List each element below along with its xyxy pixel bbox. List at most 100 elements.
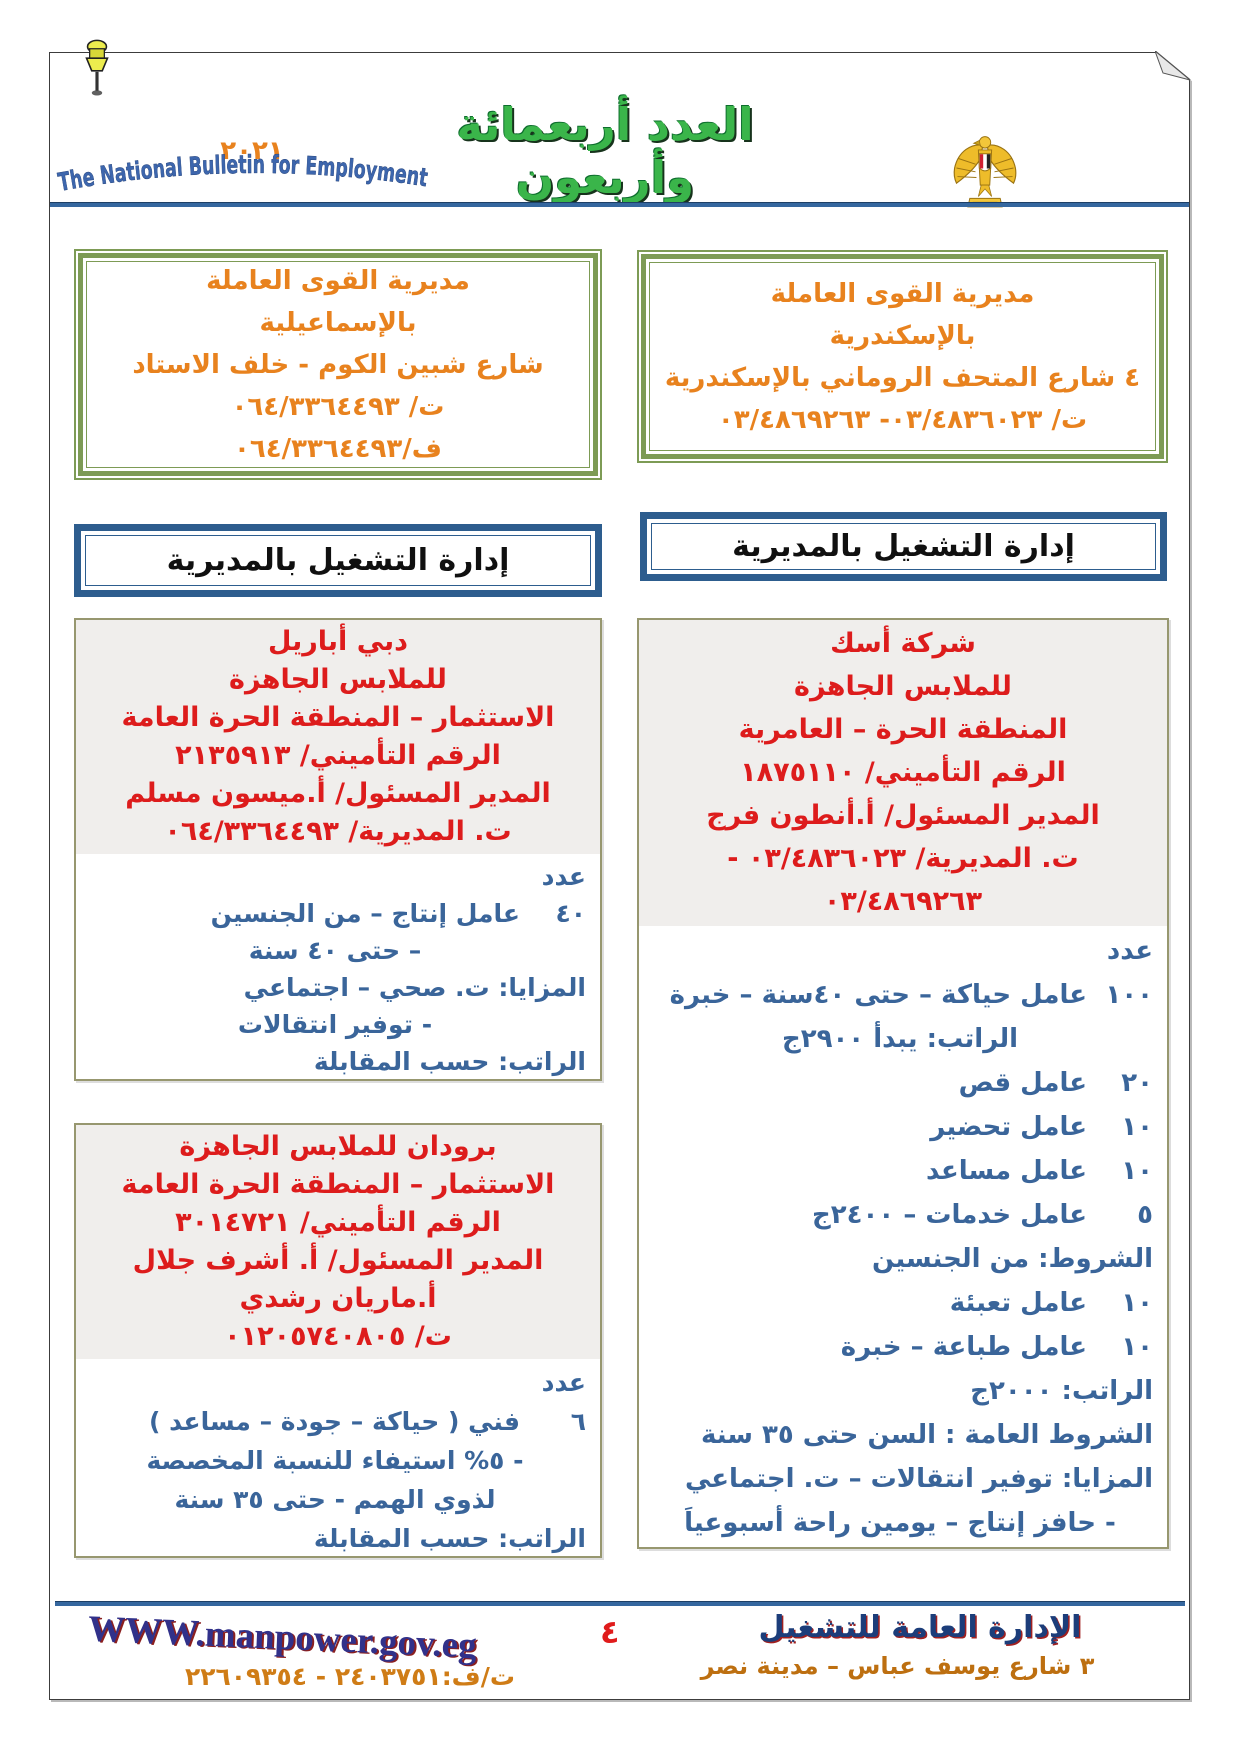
job-text: - توفير انتقالات <box>237 1010 433 1039</box>
directorate-address-line: ف/٠٦٤/٣٣٦٤٤٩٣ <box>234 433 442 464</box>
job-text: الراتب: حسب المقابلة <box>313 1047 586 1076</box>
footer-page-number: ٤ <box>600 1613 620 1651</box>
job-text: عامل خدمات – ٢٤٠٠ج <box>812 1200 1087 1230</box>
job-count: ١٠ <box>1121 1332 1153 1362</box>
company-header: دبي أباريل للملابس الجاهزة الاستثمار – الم… <box>76 620 600 854</box>
company-header-line: ت. المديرية/ ٠٦٤/٣٣٦٤٤٩٣ <box>164 816 512 847</box>
job-row: الشروط العامة : السن حتى ٣٥ سنة <box>647 1416 1153 1455</box>
page-fold-corner <box>1155 51 1193 82</box>
job-count: ١٠ <box>1121 1112 1153 1142</box>
job-row: الراتب: حسب المقابلة <box>84 1521 586 1556</box>
job-row: ١٠ عامل طباعة – خبرة <box>647 1328 1153 1367</box>
job-text: عامل طباعة – خبرة <box>840 1332 1087 1362</box>
company-box-brodan: برودان للملابس الجاهزة الاستثمار – المنطق… <box>74 1123 602 1558</box>
job-text: عامل مساعد <box>926 1156 1087 1186</box>
job-text: الشروط: من الجنسين <box>872 1244 1153 1274</box>
egypt-eagle-emblem <box>953 136 1017 208</box>
directorate-address-line: مديرية القوى العاملة <box>770 278 1035 309</box>
ministry-arc-title: وزارة القوى العاملة <box>850 48 861 56</box>
directorate-address-line: بالإسكندرية <box>829 320 976 351</box>
job-row: ١٠ عامل تحضير <box>647 1108 1153 1147</box>
job-count: ٦ <box>570 1407 586 1436</box>
job-text: - ٥% استيفاء للنسبة المخصصة <box>146 1446 524 1475</box>
logo-arabic-arc: النشرة القومية للتشغيل <box>52 55 67 64</box>
section-header-title: إدارة التشغيل بالمديرية <box>166 543 510 578</box>
job-row: ١٠٠ عامل حياكة – حتى ٤٠سنة – خبرة <box>647 976 1153 1015</box>
job-text: المزايا: ت. صحي – اجتماعي <box>243 973 586 1002</box>
company-header: شركة أسك للملابس الجاهزة المنطقة الحرة – ا… <box>639 620 1167 926</box>
job-text: – حتى ٤٠ سنة <box>248 936 422 965</box>
job-text: - حافز إنتاج – يومين راحة أسبوعياَ <box>684 1508 1116 1538</box>
job-text: عامل حياكة – حتى ٤٠سنة – خبرة <box>669 980 1087 1010</box>
job-count: ٥ <box>1137 1200 1153 1230</box>
job-row: ١٠ عامل مساعد <box>647 1152 1153 1191</box>
company-box-ask: شركة أسك للملابس الجاهزة المنطقة الحرة – ا… <box>637 618 1169 1549</box>
job-row: الشروط: من الجنسين <box>647 1240 1153 1279</box>
job-text: عامل تعبئة <box>949 1288 1087 1318</box>
directorate-address-line: ت/ ٠٦٤/٣٣٦٤٤٩٣ <box>231 391 445 422</box>
job-count: ١٠ <box>1121 1156 1153 1186</box>
job-row: لذوي الهمم - حتى ٣٥ سنة <box>84 1482 586 1517</box>
job-row: ٥ عامل خدمات – ٢٤٠٠ج <box>647 1196 1153 1235</box>
company-header-line: الرقم التأميني/ ١٨٧٥١١٠ <box>740 757 1066 788</box>
job-row: عدد <box>647 932 1153 971</box>
directorate-address-line: مديرية القوى العاملة <box>206 265 470 296</box>
company-header-line: المنطقة الحرة – العامرية <box>738 714 1068 745</box>
directorate-address-line: ت/ ٠٣/٤٨٣٦٠٢٣- ٠٣/٤٨٦٩٢٦٣ <box>717 404 1088 435</box>
job-row: ١٠ عامل تعبئة <box>647 1284 1153 1323</box>
job-row: المزايا: ت. صحي – اجتماعي <box>84 971 586 1005</box>
job-text: عدد <box>541 1368 586 1397</box>
job-row: الراتب: يبدأ ٢٩٠٠ج <box>647 1020 1153 1059</box>
directorate-box-alexandria: مديرية القوى العاملة بالإسكندرية ٤ شارع ال… <box>637 250 1168 463</box>
job-count: ٢٠ <box>1121 1068 1153 1098</box>
company-header-line: الاستثمار – المنطقة الحرة العامة <box>121 702 555 733</box>
job-text: عامل قص <box>958 1068 1087 1098</box>
company-header-line: للملابس الجاهزة <box>794 671 1012 702</box>
section-header-left: إدارة التشغيل بالمديرية <box>74 524 602 597</box>
company-header-line: دبي أباريل <box>267 626 409 657</box>
jobs-list: عدد ٤٠ عامل إنتاج – من الجنسين – حتى ٤٠ … <box>76 854 600 1082</box>
bulletin-logo: النشرة القومية للتشغيل ٢٠٢١ The National… <box>52 55 430 197</box>
job-text: الراتب: حسب المقابلة <box>313 1524 586 1553</box>
job-row: – حتى ٤٠ سنة <box>84 934 586 968</box>
job-count: ٤٠ <box>555 899 586 928</box>
company-header-line: أ.ماريان رشدي <box>239 1283 437 1314</box>
job-row: - توفير انتقالات <box>84 1008 586 1042</box>
company-header-line: المدير المسئول/ أ. أشرف جلال <box>132 1245 544 1276</box>
job-text: الراتب: يبدأ ٢٩٠٠ج <box>781 1024 1019 1054</box>
footer-department: الإدارة العامة للتشغيل <box>758 1610 1082 1645</box>
section-header-title: إدارة التشغيل بالمديرية <box>732 529 1075 564</box>
section-header-right: إدارة التشغيل بالمديرية <box>640 512 1167 581</box>
directorate-address-line: شارع شبين الكوم - خلف الاستاد <box>132 349 544 380</box>
job-text: الشروط العامة : السن حتى ٣٥ سنة <box>700 1420 1153 1450</box>
job-text: لذوي الهمم - حتى ٣٥ سنة <box>174 1485 496 1514</box>
job-row: الراتب: ٢٠٠٠ج <box>647 1372 1153 1411</box>
job-text: عدد <box>1106 936 1153 966</box>
job-text: عدد <box>541 862 586 891</box>
company-header-line: المدير المسئول/ أ.أنطون فرج <box>706 800 1100 831</box>
issue-title: العدد أربعمائة وأربعون <box>456 98 754 204</box>
footer-address: ٣ شارع يوسف عباس – مدينة نصر <box>700 1652 1095 1680</box>
company-header-line: برودان للملابس الجاهزة <box>179 1131 497 1162</box>
company-header-line: المدير المسئول/ أ.ميسون مسلم <box>125 778 551 809</box>
company-header-line: ت/ ٠١٢٠٥٧٤٠٨٠٥ <box>224 1321 452 1352</box>
directorate-address-line: ٤ شارع المتحف الروماني بالإسكندرية <box>664 362 1141 393</box>
ministry-header: وزارة القوى العاملة <box>850 48 1017 208</box>
job-text: الراتب: ٢٠٠٠ج <box>970 1376 1153 1406</box>
job-row: المزايا: توفير انتقالات – ت. اجتماعي <box>647 1460 1153 1499</box>
job-row: الراتب: حسب المقابلة <box>84 1045 586 1079</box>
company-header-line: ت. المديرية/ ٠٣/٤٨٣٦٠٢٣ - <box>727 843 1079 874</box>
job-count: ١٠ <box>1121 1288 1153 1318</box>
job-text: عامل إنتاج – من الجنسين <box>210 899 520 928</box>
directorate-box-ismailia: مديرية القوى العاملة بالإسماعيلية شارع شبي… <box>74 249 602 480</box>
job-row: عدد <box>84 1365 586 1400</box>
company-header-line: ٠٣/٤٨٦٩٢٦٣ <box>823 886 983 917</box>
job-text: فني ( حياكة – جودة – مساعد ) <box>148 1407 520 1436</box>
company-header-line: الاستثمار – المنطقة الحرة العامة <box>121 1169 555 1200</box>
job-row: ٢٠ عامل قص <box>647 1064 1153 1103</box>
job-row: ٦ فني ( حياكة – جودة – مساعد ) <box>84 1404 586 1439</box>
jobs-list: عدد ١٠٠ عامل حياكة – حتى ٤٠سنة – خبرة ال… <box>639 926 1167 1548</box>
company-header-line: الرقم التأميني/ ٢١٣٥٩١٣ <box>175 740 501 771</box>
job-row: - حافز إنتاج – يومين راحة أسبوعياَ <box>647 1504 1153 1543</box>
